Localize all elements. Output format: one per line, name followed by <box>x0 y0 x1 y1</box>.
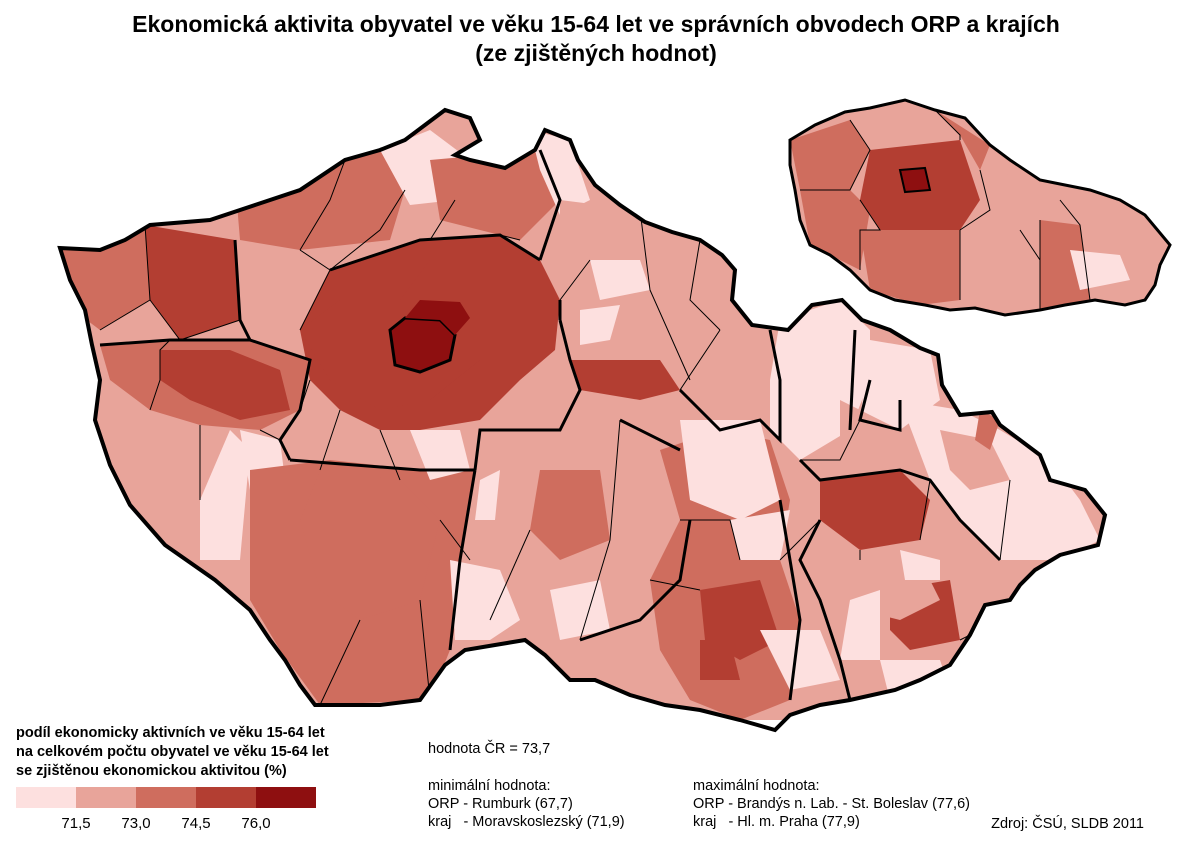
legend-title-line: podíl ekonomicky aktivních ve věku 15-64… <box>16 725 325 741</box>
maximum-block: maximální hodnota: ORP - Brandýs n. Lab.… <box>693 777 970 831</box>
legend-swatch-1 <box>16 787 76 808</box>
region-patch <box>145 225 240 340</box>
czech-orp-map <box>58 108 1107 732</box>
maximum-heading: maximální hodnota: <box>693 778 820 794</box>
legend-swatch-2 <box>76 787 136 808</box>
legend-tick-label: 74,5 <box>181 815 211 832</box>
maximum-orp: ORP - Brandýs n. Lab. - St. Boleslav (77… <box>693 796 970 812</box>
legend-title-line: se zjištěnou ekonomickou aktivitou (%) <box>16 763 287 779</box>
legend-title-line: na celkovém počtu obyvatel ve věku 15-64… <box>16 744 329 760</box>
map-title: Ekonomická aktivita obyvatel ve věku 15-… <box>0 10 1192 68</box>
map-title-line1: Ekonomická aktivita obyvatel ve věku 15-… <box>132 11 1060 37</box>
legend-title: podíl ekonomicky aktivních ve věku 15-64… <box>16 724 329 781</box>
kraje-inset-map <box>788 98 1172 317</box>
maximum-kraj: kraj - Hl. m. Praha (77,9) <box>693 814 860 830</box>
minimum-block: minimální hodnota: ORP - Rumburk (67,7) … <box>428 777 625 831</box>
source-note: Zdroj: ČSÚ, SLDB 2011 <box>991 816 1144 832</box>
minimum-orp: ORP - Rumburk (67,7) <box>428 796 573 812</box>
legend-tick-label: 76,0 <box>241 815 271 832</box>
legend-swatch-5 <box>256 787 316 808</box>
minimum-kraj: kraj - Moravskoslezský (71,9) <box>428 814 625 830</box>
legend-color-scale <box>16 787 316 808</box>
map-title-line2: (ze zjištěných hodnot) <box>475 40 717 66</box>
minimum-heading: minimální hodnota: <box>428 778 551 794</box>
legend-swatch-4 <box>196 787 256 808</box>
legend-tick-label: 73,0 <box>121 815 151 832</box>
national-value: hodnota ČR = 73,7 <box>428 741 551 757</box>
legend-tick-label: 71,5 <box>61 815 91 832</box>
legend-swatch-3 <box>136 787 196 808</box>
